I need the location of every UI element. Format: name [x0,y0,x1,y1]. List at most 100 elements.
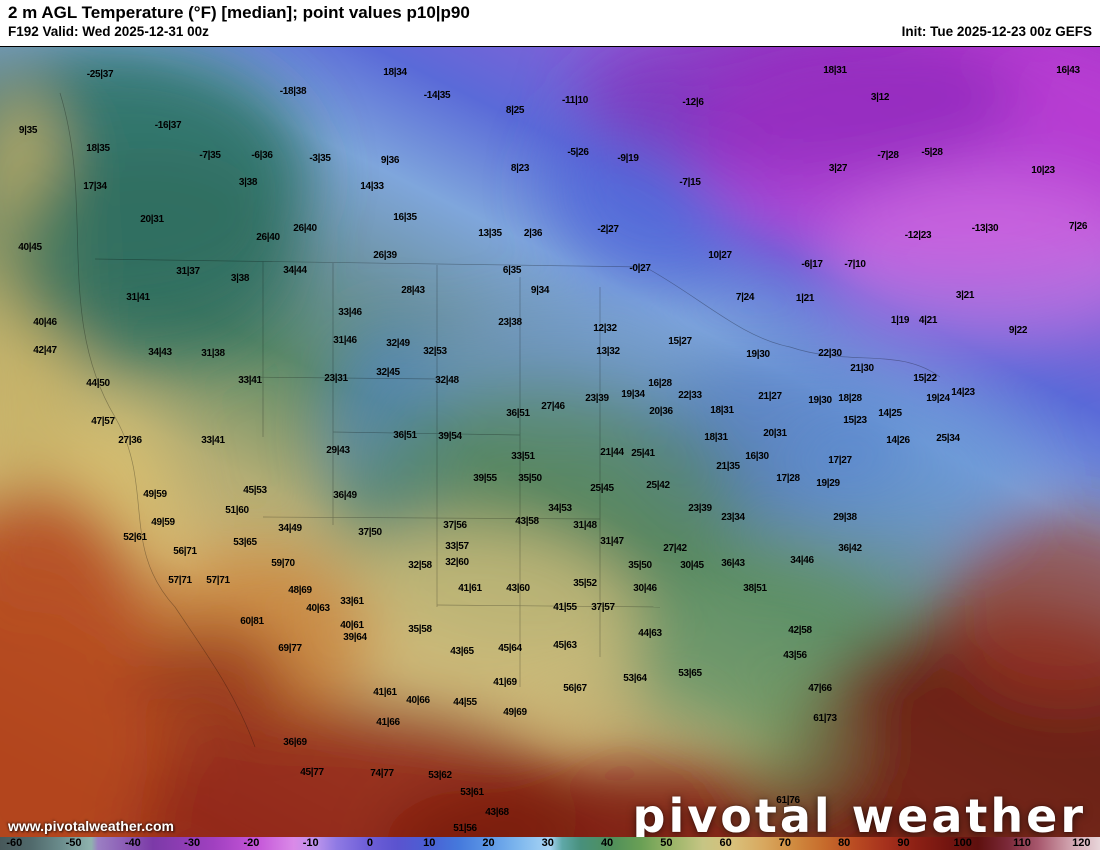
regional-temperature-blobs [0,47,1100,837]
point-value: -12|6 [682,97,704,108]
point-value: 41|55 [553,602,577,613]
point-value: 14|33 [360,181,384,192]
point-value: 22|33 [678,390,702,401]
colorbar-tick: 10 [423,837,436,849]
point-value: 21|30 [850,363,874,374]
colorbar-tick: 120 [1072,837,1091,849]
point-value: 34|53 [548,503,572,514]
point-value: 31|46 [333,335,357,346]
point-value: 25|42 [646,480,670,491]
point-value: 59|70 [271,558,295,569]
point-value: 40|61 [340,620,364,631]
point-value: 49|59 [143,489,167,500]
point-value: 43|58 [515,516,539,527]
point-value: 44|50 [86,378,110,389]
point-value: 8|25 [505,105,525,116]
point-value: 10|27 [708,250,732,261]
point-value: 56|67 [563,683,587,694]
point-value: 19|30 [746,349,770,360]
colorbar-tick: 60 [719,837,732,849]
point-value: 1|21 [795,293,815,304]
point-value: 17|27 [828,455,852,466]
point-value: -6|17 [801,259,823,270]
point-value: 21|35 [716,461,740,472]
point-value: 33|46 [338,307,362,318]
point-value: -5|26 [567,147,589,158]
point-value: -11|10 [561,95,589,106]
point-value: 25|41 [631,448,655,459]
point-value: 15|23 [843,415,867,426]
point-value: 33|61 [340,596,364,607]
point-value: 28|43 [401,285,425,296]
point-value: 51|60 [225,505,249,516]
point-value: 18|31 [710,405,734,416]
point-value: 8|23 [510,163,530,174]
map-title: 2 m AGL Temperature (°F) [median]; point… [8,3,470,22]
point-value: 44|55 [453,697,477,708]
point-value: 3|38 [238,177,258,188]
point-value: 7|24 [735,292,755,303]
point-value: 45|64 [498,643,522,654]
point-value: 3|12 [870,92,890,103]
point-value: 47|66 [808,683,832,694]
point-value: 26|40 [293,223,317,234]
point-value: 39|64 [343,632,367,643]
point-value: 9|35 [18,125,38,136]
point-value: 23|31 [324,373,348,384]
point-value: 74|77 [370,768,394,779]
point-value: 15|22 [913,373,937,384]
point-value: 27|36 [118,435,142,446]
point-value: 35|50 [518,473,542,484]
point-value: 13|32 [596,346,620,357]
colorbar-tick: 110 [1013,837,1031,849]
point-value: 3|38 [230,273,250,284]
colorbar-tick: 80 [838,837,851,849]
point-value: 42|58 [788,625,812,636]
point-value: 16|43 [1056,65,1080,76]
point-value: 53|65 [233,537,257,548]
point-value: 43|68 [485,807,509,818]
point-value: 18|34 [383,67,407,78]
point-value: 40|66 [406,695,430,706]
point-value: -0|27 [629,263,651,274]
point-value: 32|45 [376,367,400,378]
point-value: 42|47 [33,345,57,356]
point-value: -7|35 [199,150,221,161]
point-value: 49|59 [151,517,175,528]
point-value: 3|21 [955,290,975,301]
point-value: 9|34 [530,285,550,296]
point-value: 53|61 [460,787,484,798]
point-value: 32|49 [386,338,410,349]
point-value: 34|46 [790,555,814,566]
colorbar-tick: 70 [778,837,792,849]
point-value: 41|61 [373,687,397,698]
colorbar-tick: 100 [953,837,972,849]
point-value: 21|27 [758,391,782,402]
header: 2 m AGL Temperature (°F) [median]; point… [0,0,1100,46]
point-value: 31|48 [573,520,597,531]
point-value: 34|44 [283,265,307,276]
point-value: -7|28 [877,150,899,161]
point-value: 6|35 [502,265,522,276]
point-value: 52|61 [123,532,147,543]
point-value: 41|66 [376,717,400,728]
point-value: 20|31 [140,214,164,225]
colorbar-tick: -10 [302,837,319,849]
point-value: 17|28 [776,473,800,484]
point-value: 23|39 [585,393,609,404]
colorbar-tick: -20 [243,837,260,849]
point-value: 36|42 [838,543,862,554]
point-value: 30|46 [633,583,657,594]
point-value: -12|23 [904,230,932,241]
point-value: 25|34 [936,433,960,444]
point-value: 43|65 [450,646,474,657]
point-value: 37|50 [358,527,382,538]
point-value: -13|30 [971,223,999,234]
point-value: 35|52 [573,578,597,589]
point-value: 3|27 [828,163,848,174]
point-value: 18|35 [86,143,110,154]
point-value: -5|28 [921,147,943,158]
point-value: 36|69 [283,737,307,748]
point-value: -16|37 [154,120,182,131]
